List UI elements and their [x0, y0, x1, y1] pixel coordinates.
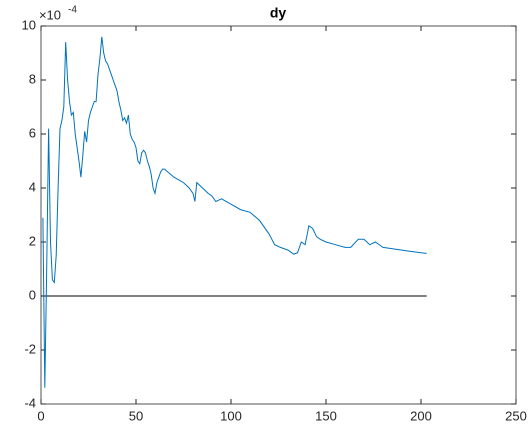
- y-tick-label: 10: [22, 17, 36, 32]
- x-tick-label: 200: [410, 408, 432, 423]
- y-tick-label: -2: [24, 341, 36, 356]
- chart-title: dy: [270, 5, 287, 21]
- x-tick-label: 250: [505, 408, 527, 423]
- y-multiplier: ×10: [39, 7, 61, 22]
- x-tick-label: 50: [129, 408, 143, 423]
- y-tick-label: -4: [24, 395, 36, 410]
- y-tick-label: 6: [29, 125, 36, 140]
- data-line: [42, 36, 427, 388]
- x-tick-label: 150: [315, 408, 337, 423]
- x-tick-label: 0: [37, 408, 44, 423]
- y-tick-label: 2: [29, 233, 36, 248]
- y-multiplier-exponent: -4: [68, 5, 77, 16]
- plot-frame: [40, 25, 517, 405]
- y-tick-label: 0: [29, 287, 36, 302]
- y-tick-label: 4: [29, 179, 36, 194]
- x-tick-label: 100: [220, 408, 242, 423]
- y-tick-label: 8: [29, 71, 36, 86]
